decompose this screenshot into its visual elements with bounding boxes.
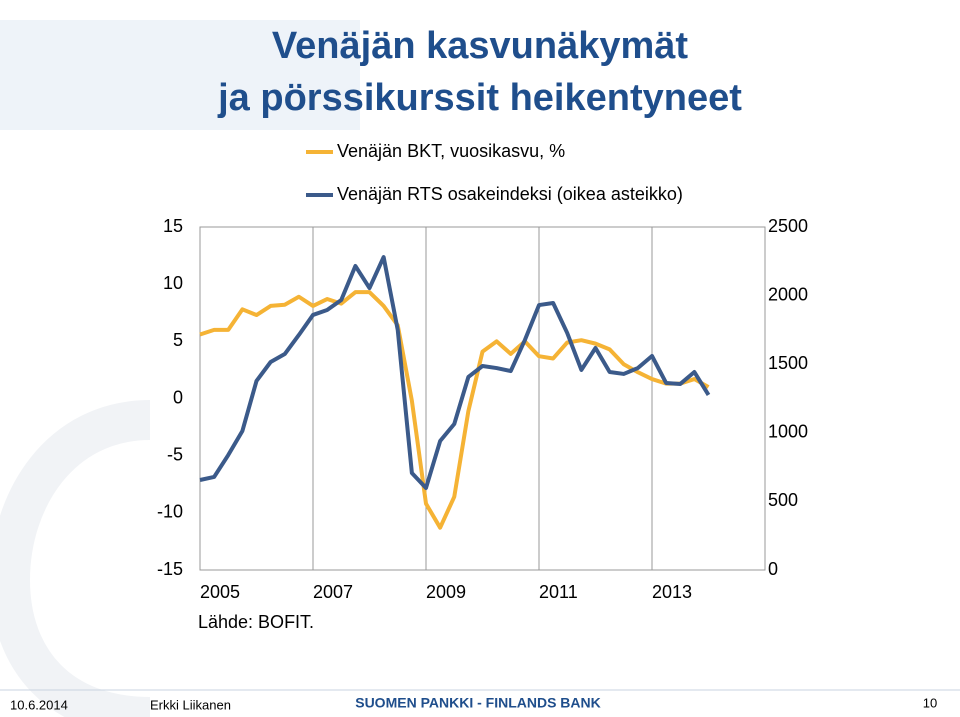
source: Lähde: BOFIT.	[198, 612, 314, 632]
footer-page: 10	[923, 695, 937, 710]
y2-tick-label: 2500	[768, 216, 808, 236]
footer-author: Erkki Liikanen	[150, 697, 231, 712]
x-tick-label: 2005	[200, 582, 240, 602]
series-line	[199, 255, 711, 490]
y-tick-label: 10	[163, 273, 183, 293]
y2-tick-label: 0	[768, 559, 778, 579]
plot-frame	[199, 226, 766, 571]
y-tick-label: -5	[167, 444, 183, 464]
series-line	[199, 290, 710, 530]
y2-tick-label: 1500	[768, 353, 808, 373]
y2-tick-label: 1000	[768, 422, 808, 442]
y2-tick-label: 500	[768, 490, 798, 510]
y-tick-label: 5	[173, 330, 183, 350]
y2-tick-label: 2000	[768, 284, 808, 304]
y-tick-label: 15	[163, 216, 183, 236]
x-tick-label: 2013	[652, 582, 692, 602]
footer-org: SUOMEN PANKKI - FINLANDS BANK	[355, 695, 601, 711]
watermark	[0, 400, 151, 717]
y-tick-label: -10	[157, 502, 183, 522]
x-tick-label: 2011	[539, 582, 578, 602]
title-line: Venäjän kasvunäkymät	[272, 25, 688, 67]
x-tick-label: 2009	[426, 582, 466, 602]
title-line: ja pörssikurssit heikentyneet	[217, 77, 742, 119]
background-pattern	[0, 20, 360, 130]
footer-date: 10.6.2014	[10, 697, 68, 712]
x-tick-label: 2007	[313, 582, 353, 602]
y-tick-label: 0	[173, 387, 183, 407]
legend-label: Venäjän BKT, vuosikasvu, %	[337, 141, 565, 161]
legend-label: Venäjän RTS osakeindeksi (oikea asteikko…	[337, 184, 683, 204]
y-tick-label: -15	[157, 559, 183, 579]
